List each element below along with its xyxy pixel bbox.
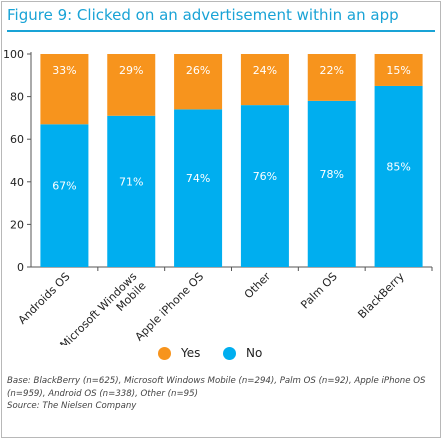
y-tick-label: 20: [10, 218, 24, 231]
bar-no: [240, 105, 289, 268]
data-label-yes: 22%: [320, 64, 344, 77]
data-label-no: 74%: [186, 172, 210, 185]
footnote: Base: BlackBerry (n=625), Microsoft Wind…: [7, 375, 437, 413]
y-tick-label: 80: [10, 91, 24, 104]
data-label-no: 85%: [386, 160, 410, 173]
x-category-label: Apple iPhone OS: [133, 270, 207, 344]
bar-yes: [40, 54, 89, 125]
x-category-label: Other: [242, 270, 274, 302]
data-label-yes: 26%: [186, 64, 210, 77]
x-category-label: BlackBerry: [355, 270, 407, 322]
x-category-label: Androids OS: [16, 270, 73, 327]
bar-no: [307, 100, 356, 267]
data-label-yes: 15%: [386, 64, 410, 77]
bar-no: [174, 109, 223, 267]
x-category-label: Palm OS: [298, 270, 340, 312]
legend-swatch-no: [223, 346, 236, 360]
data-label-yes: 29%: [119, 64, 143, 77]
legend-item-no: No: [223, 346, 262, 360]
bar-yes: [307, 54, 356, 101]
legend-label-yes: Yes: [181, 346, 201, 360]
y-tick-label: 100: [3, 48, 24, 61]
legend: Yes No: [0, 346, 444, 364]
bar-yes: [174, 54, 223, 110]
chart-title: Figure 9: Clicked on an advertisement wi…: [7, 6, 399, 24]
data-label-no: 76%: [253, 170, 277, 183]
y-tick-label: 40: [10, 176, 24, 189]
data-label-yes: 24%: [253, 64, 277, 77]
bar-yes: [374, 54, 423, 86]
title-divider: [7, 30, 435, 32]
legend-item-yes: Yes: [158, 346, 200, 360]
data-label-yes: 33%: [52, 64, 76, 77]
data-label-no: 78%: [320, 168, 344, 181]
data-label-no: 67%: [52, 180, 76, 193]
bar-yes: [240, 54, 289, 106]
legend-label-no: No: [246, 346, 263, 360]
legend-swatch-yes: [158, 346, 171, 360]
bar-yes: [107, 54, 156, 116]
y-tick-label: 0: [17, 261, 24, 274]
bar-no: [40, 124, 89, 267]
bar-no: [107, 115, 156, 268]
bar-no: [374, 85, 423, 267]
footnote-base: Base: BlackBerry (n=625), Microsoft Wind…: [7, 376, 426, 399]
footnote-source: Source: The Nielsen Company: [7, 401, 137, 411]
y-tick-label: 60: [10, 133, 24, 146]
data-label-no: 71%: [119, 175, 143, 188]
